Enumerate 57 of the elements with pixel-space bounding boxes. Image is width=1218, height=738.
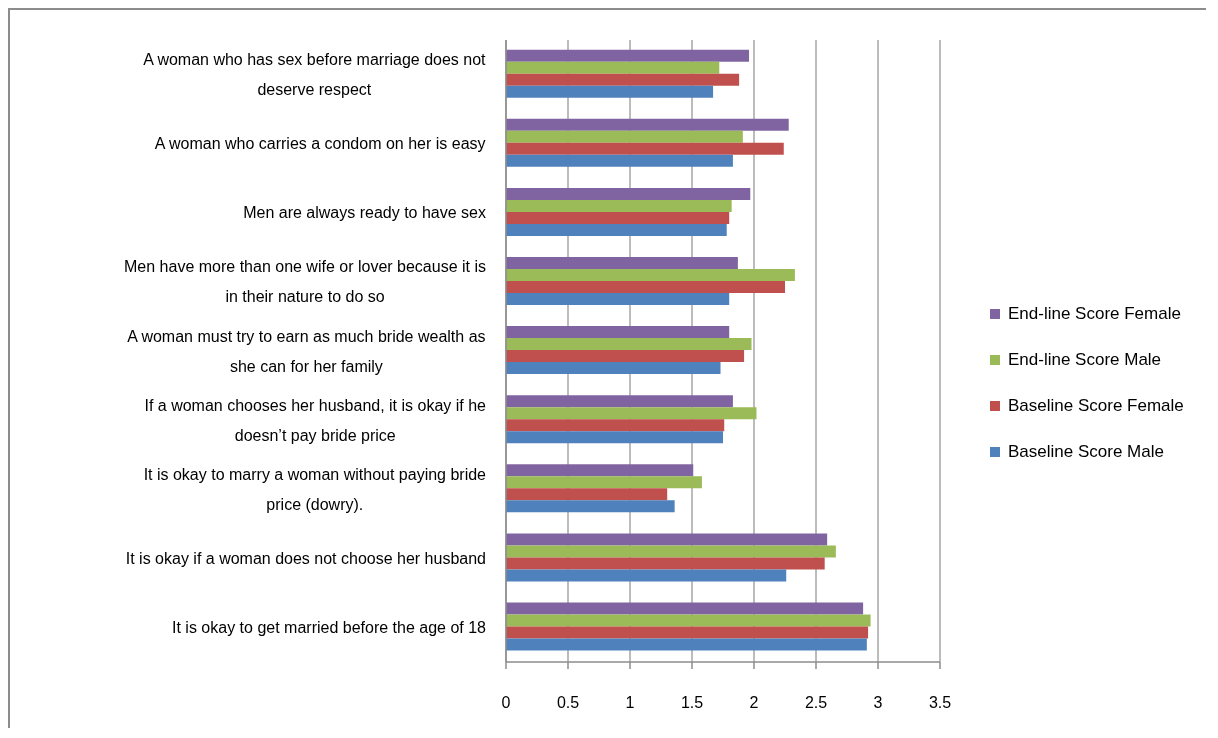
bar — [506, 602, 864, 615]
bar — [506, 569, 787, 582]
legend-label: End-line Score Male — [1008, 350, 1162, 370]
legend-label: Baseline Score Female — [1008, 396, 1184, 416]
y-tick-label: If a woman chooses her husband, it is okay if he doesn’t pay bride price — [144, 396, 487, 444]
x-tick-label: 0.5 — [556, 694, 580, 712]
bar — [506, 464, 694, 477]
bar — [506, 407, 757, 420]
bar — [506, 476, 702, 489]
bar — [506, 500, 675, 513]
bar — [506, 638, 867, 651]
bar — [506, 85, 714, 98]
bar — [506, 431, 723, 444]
bar — [506, 187, 751, 200]
x-tick-label: 1.5 — [680, 694, 704, 712]
y-tick-label: It is okay to marry a woman without paying bride price (dowry). — [143, 465, 487, 513]
x-tick-label: 3 — [873, 694, 883, 712]
x-tick-label: 1 — [625, 694, 635, 712]
y-tick-label: It is okay to get married before the age of 18 — [172, 619, 487, 637]
bar — [506, 142, 784, 155]
x-tick-label: 2 — [749, 694, 759, 712]
legend-label: End-line Score Female — [1008, 304, 1181, 324]
bar — [506, 257, 738, 270]
bar — [506, 362, 721, 375]
bar — [506, 326, 730, 339]
x-tick-label: 2.5 — [804, 694, 828, 712]
bar — [506, 73, 740, 86]
bar — [506, 350, 745, 363]
bar — [506, 395, 733, 408]
bar — [506, 293, 730, 306]
bar — [506, 49, 750, 62]
x-tick-label: 0 — [501, 694, 511, 712]
bar — [506, 269, 795, 282]
bar — [506, 154, 733, 167]
bar — [506, 118, 789, 131]
bar — [506, 223, 727, 236]
y-tick-label: Men have more than one wife or lover because it is in their nature to do so — [124, 258, 486, 306]
y-tick-label: It is okay if a woman does not choose her husband — [125, 549, 486, 567]
bar — [506, 533, 828, 546]
bar — [506, 488, 668, 501]
y-tick-label: Men are always ready to have sex — [243, 204, 486, 222]
y-tick-label: A woman who carries a condom on her is easy — [154, 135, 486, 153]
bar — [506, 419, 725, 432]
bar — [506, 281, 785, 294]
bar — [506, 626, 869, 639]
y-tick-label: A woman who has sex before marriage does not deserve respect — [143, 51, 487, 99]
bar — [506, 130, 743, 143]
bar — [506, 61, 720, 74]
bar — [506, 338, 752, 351]
bar — [506, 199, 732, 212]
legend-label: Baseline Score Male — [1008, 442, 1164, 462]
bar — [506, 557, 825, 570]
x-tick-label: 3.5 — [928, 694, 952, 712]
y-tick-label: A woman must try to earn as much bride wealth as she can for her family — [127, 327, 486, 375]
bar — [506, 211, 730, 224]
bar — [506, 614, 871, 627]
bar — [506, 545, 836, 558]
